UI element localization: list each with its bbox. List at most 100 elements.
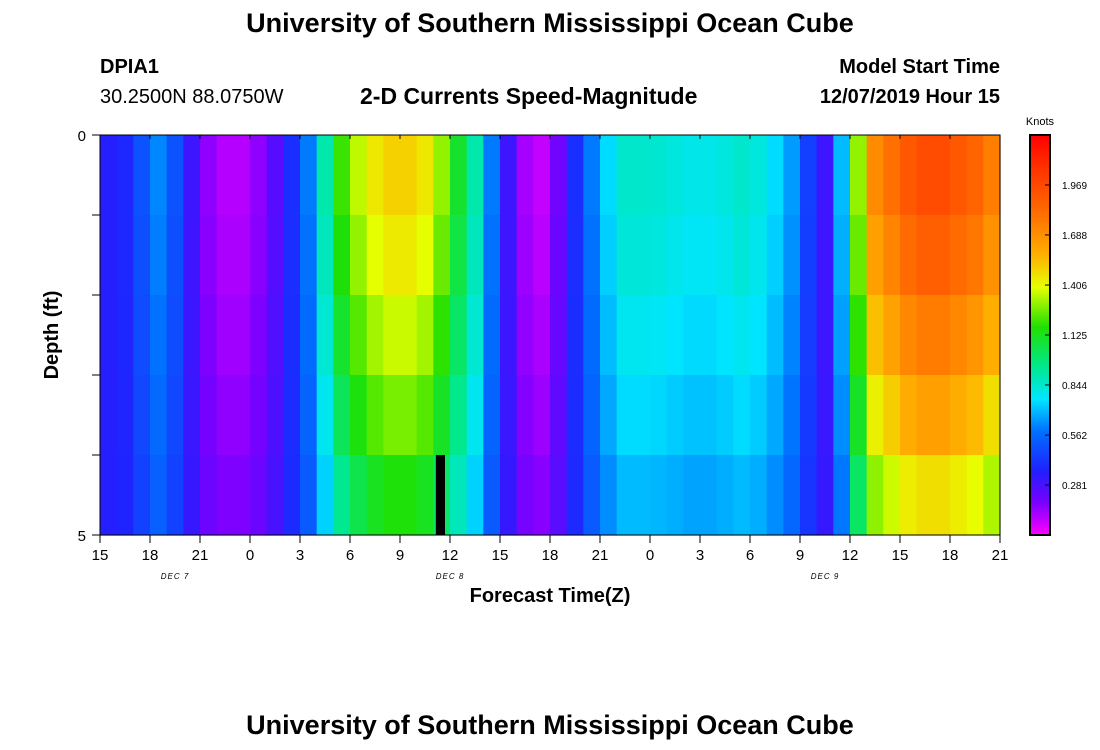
heatmap-cell	[833, 375, 851, 456]
heatmap-cell	[566, 295, 584, 376]
station-id: DPIA1	[100, 56, 159, 78]
heatmap-special-marks	[435, 455, 445, 535]
heatmap-cell	[716, 135, 734, 216]
heatmap-cell	[500, 375, 518, 456]
heatmap-cell	[266, 455, 284, 536]
heatmap-cell	[816, 215, 834, 296]
heatmap-cell	[950, 455, 968, 536]
heatmap-cell	[966, 455, 984, 536]
heatmap-cell	[683, 295, 701, 376]
heatmap-cell	[683, 135, 701, 216]
heatmap-cell	[516, 215, 534, 296]
heatmap-cell	[133, 455, 151, 536]
heatmap-cell	[233, 215, 251, 296]
heatmap-cell	[783, 135, 801, 216]
x-tick-label: 3	[296, 547, 304, 564]
heatmap-cell	[283, 375, 301, 456]
heatmap-cell	[733, 215, 751, 296]
heatmap-cell	[400, 215, 418, 296]
heatmap-cell	[400, 295, 418, 376]
heatmap-cell	[200, 455, 218, 536]
heatmap-cell	[966, 135, 984, 216]
heatmap-cell	[283, 135, 301, 216]
heatmap-cell	[133, 215, 151, 296]
heatmap-cell	[566, 455, 584, 536]
heatmap-cell	[316, 215, 334, 296]
model-start-value: 12/07/2019 Hour 15	[819, 86, 1000, 108]
heatmap-cell	[216, 295, 234, 376]
colorbar: Knots 1.969 1.688 1.406 1.125 0.844 0.562 0.281	[1026, 116, 1087, 536]
heatmap-cell	[466, 135, 484, 216]
heatmap-cell	[800, 295, 818, 376]
heatmap-cell	[466, 295, 484, 376]
heatmap-cell	[933, 375, 951, 456]
heatmap-cell	[250, 455, 268, 536]
heatmap-cell	[200, 215, 218, 296]
heatmap-cell	[366, 135, 384, 216]
heatmap-cell	[333, 455, 351, 536]
heatmap-cell	[566, 215, 584, 296]
heatmap-cell	[583, 375, 601, 456]
heatmap-cell	[183, 135, 201, 216]
heatmap-cell	[483, 455, 501, 536]
heatmap-cell	[816, 375, 834, 456]
heatmap-cell	[750, 295, 768, 376]
heatmap-cell	[950, 215, 968, 296]
heatmap-cell	[850, 135, 868, 216]
heatmap-cell	[216, 455, 234, 536]
heatmap-cell	[633, 375, 651, 456]
station-coords: 30.2500N 88.0750W	[100, 86, 284, 108]
page-title: University of Southern Mississippi Ocean…	[246, 8, 854, 38]
heatmap-cell	[916, 135, 934, 216]
heatmap-cell	[833, 295, 851, 376]
colorbar-tick-label: 1.969	[1062, 181, 1087, 192]
heatmap-cell	[500, 455, 518, 536]
x-tick-label: 15	[892, 547, 909, 564]
x-tick-label: 18	[542, 547, 559, 564]
heatmap-cell	[516, 375, 534, 456]
heatmap-cell	[400, 375, 418, 456]
heatmap-cell	[116, 375, 134, 456]
x-tick-label: 6	[346, 547, 354, 564]
heatmap-cell	[333, 295, 351, 376]
heatmap-cell	[550, 455, 568, 536]
heatmap-cell	[900, 215, 918, 296]
heatmap-cell	[683, 215, 701, 296]
heatmap-cell	[483, 215, 501, 296]
heatmap-cell	[550, 135, 568, 216]
heatmap-cell	[550, 375, 568, 456]
heatmap-cell	[300, 455, 318, 536]
heatmap-cell	[200, 295, 218, 376]
heatmap-cell	[400, 455, 418, 536]
colorbar-tick-label: 1.125	[1062, 331, 1087, 342]
heatmap-cell	[566, 135, 584, 216]
day-label: DEC 7	[161, 572, 190, 581]
heatmap-cell	[116, 135, 134, 216]
heatmap-cell	[300, 215, 318, 296]
heatmap-cell	[300, 135, 318, 216]
heatmap-cell	[383, 215, 401, 296]
heatmap-cell	[383, 135, 401, 216]
heatmap-cell	[916, 295, 934, 376]
heatmap-cell	[966, 215, 984, 296]
heatmap-cell	[533, 375, 551, 456]
y-tick-label: 5	[78, 528, 86, 545]
heatmap-cell	[816, 295, 834, 376]
heatmap-cell	[900, 295, 918, 376]
heatmap-cell	[250, 375, 268, 456]
heatmap-cell	[233, 455, 251, 536]
heatmap-cell	[450, 375, 468, 456]
heatmap-cell	[716, 375, 734, 456]
day-label: DEC 8	[436, 572, 465, 581]
y-tick-label: 0	[78, 128, 86, 145]
heatmap-cell	[333, 215, 351, 296]
heatmap-cell	[650, 375, 668, 456]
heatmap-cell	[866, 375, 884, 456]
heatmap-cell	[216, 135, 234, 216]
heatmap-cell	[616, 215, 634, 296]
heatmap-cell	[866, 215, 884, 296]
heatmap-cell	[616, 375, 634, 456]
heatmap-cell	[933, 135, 951, 216]
heatmap-cell	[150, 295, 168, 376]
heatmap-cell	[300, 375, 318, 456]
